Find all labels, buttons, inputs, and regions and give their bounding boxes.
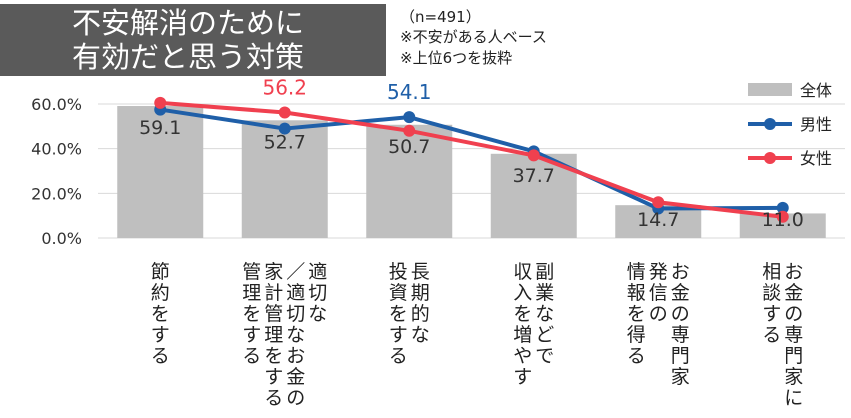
line-point <box>154 96 167 109</box>
category-label: 情報を得る <box>627 261 646 367</box>
y-tick-label: 0.0% <box>41 229 82 248</box>
sample-size-note: （n=491） <box>400 8 481 26</box>
line-point <box>652 196 665 209</box>
chart-title: 不安解消のために 有効だと思う対策 <box>0 4 386 76</box>
bar-data-label: 14.7 <box>637 209 679 231</box>
line-point <box>776 201 789 214</box>
line-data-label: 56.2 <box>262 75 307 99</box>
category-label: 発信の <box>649 261 668 325</box>
legend-label: 男性 <box>800 115 832 134</box>
y-tick-label: 60.0% <box>31 95 82 114</box>
bar <box>241 120 328 238</box>
category-label: ／適切なお金の <box>286 261 305 409</box>
title-line-1: 不安解消のために <box>72 6 305 40</box>
category-label: 管理をする <box>242 261 261 367</box>
series-line <box>160 100 783 219</box>
bar-data-label: 59.1 <box>139 117 181 139</box>
category-label: 副業などで <box>535 261 554 367</box>
legend-marker <box>764 152 776 164</box>
line-point <box>776 210 789 223</box>
category-label: お金の専門家 <box>671 261 690 388</box>
bar <box>366 124 453 238</box>
line-data-label: 54.1 <box>387 80 432 104</box>
bar-data-label: 52.7 <box>264 131 306 153</box>
top-note: ※上位6つを抜粋 <box>400 49 513 67</box>
legend-marker <box>764 118 776 130</box>
line-point <box>403 111 416 124</box>
base-note: ※不安がある人ベース <box>400 28 547 46</box>
title-line-2: 有効だと思う対策 <box>72 40 305 74</box>
bar-data-label: 11.0 <box>762 209 804 231</box>
category-label: 投資をする <box>389 261 408 367</box>
y-tick-label: 40.0% <box>31 140 82 159</box>
category-label: 収入を増やす <box>513 261 532 388</box>
legend-swatch <box>748 83 792 96</box>
category-label: お金の専門家に <box>784 261 803 409</box>
category-label: 適切な <box>308 261 327 325</box>
category-label: 相談する <box>762 261 781 346</box>
bar <box>117 106 204 238</box>
legend-label: 女性 <box>800 149 832 168</box>
legend-label: 全体 <box>800 81 832 100</box>
line-point <box>403 124 416 137</box>
line-point <box>527 149 540 162</box>
bar-data-label: 50.7 <box>388 136 430 158</box>
line-point <box>278 106 291 119</box>
category-label: 家計管理をする <box>264 261 283 409</box>
category-label: 長期的な <box>411 261 430 346</box>
line-point <box>278 122 291 135</box>
series-line <box>159 107 783 211</box>
bar-data-label: 37.7 <box>513 165 555 187</box>
y-tick-label: 20.0% <box>31 184 82 203</box>
category-label: 節約をする <box>151 261 170 367</box>
